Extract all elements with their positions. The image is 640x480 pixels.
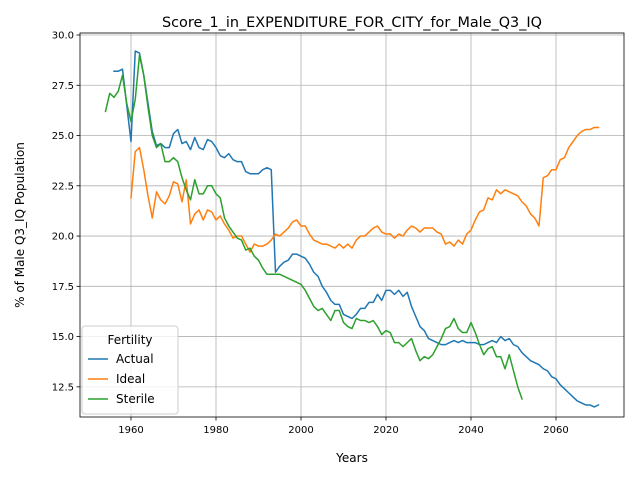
y-tick-label: 22.5 bbox=[52, 181, 74, 192]
x-tick-label: 1960 bbox=[118, 425, 143, 436]
x-tick-label: 2060 bbox=[543, 425, 568, 436]
series-line-ideal bbox=[130, 126, 600, 253]
y-axis-label: % of Male Q3_IQ Population bbox=[13, 142, 27, 308]
y-tick-label: 30.0 bbox=[52, 31, 74, 42]
series-layer bbox=[104, 50, 600, 408]
y-tick-label: 15.0 bbox=[52, 332, 74, 343]
y-tick-label: 27.5 bbox=[52, 81, 74, 92]
x-axis: 1960 1980 2000 2020 2040 2060 bbox=[118, 417, 569, 436]
legend-box bbox=[81, 325, 179, 415]
x-tick-label: 2000 bbox=[288, 425, 313, 436]
legend-title: Fertility bbox=[107, 333, 152, 347]
legend-items: Actual Ideal Sterile bbox=[88, 352, 155, 406]
series-line-actual bbox=[113, 50, 600, 408]
y-axis: 12.5 15.0 17.5 20.0 22.5 25.0 27.5 30.0 bbox=[52, 31, 80, 393]
series-line-sterile bbox=[104, 54, 523, 400]
x-tick-label: 2020 bbox=[373, 425, 398, 436]
x-tick-label: 1980 bbox=[203, 425, 228, 436]
y-tick-label: 12.5 bbox=[52, 382, 74, 393]
plot-frame bbox=[79, 32, 625, 418]
x-axis-label: Years bbox=[335, 451, 368, 465]
legend-label-ideal: Ideal bbox=[116, 372, 145, 386]
chart-title: Score_1_in_EXPENDITURE_FOR_CITY_for_Male… bbox=[162, 15, 542, 31]
y-tick-label: 25.0 bbox=[52, 131, 74, 142]
y-tick-label: 20.0 bbox=[52, 232, 74, 243]
legend: Fertility Actual Ideal Sterile bbox=[81, 325, 179, 415]
x-tick-label: 2040 bbox=[458, 425, 483, 436]
legend-label-actual: Actual bbox=[116, 352, 154, 366]
legend-label-sterile: Sterile bbox=[116, 392, 155, 406]
y-tick-label: 17.5 bbox=[52, 282, 74, 293]
